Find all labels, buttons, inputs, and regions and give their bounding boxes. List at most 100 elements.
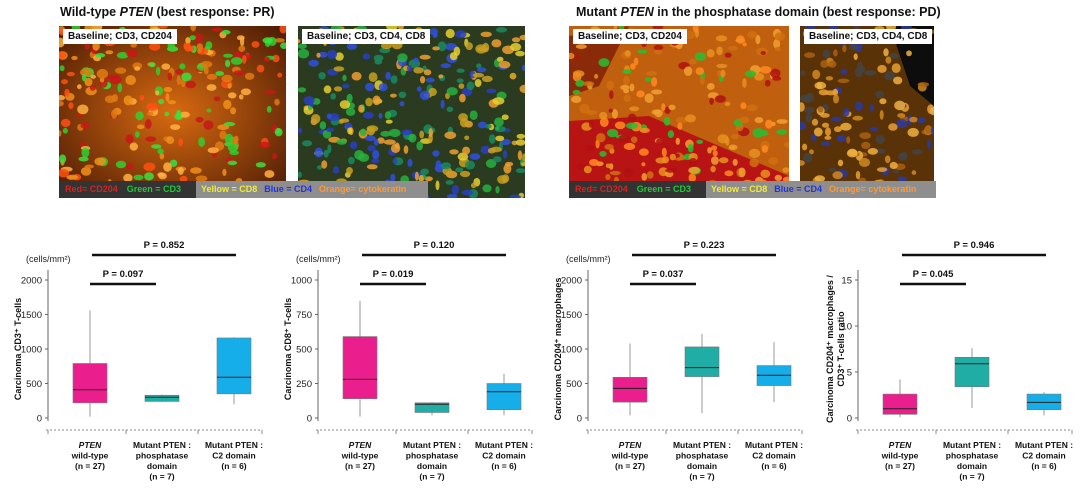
y-axis-label-line2: CD3⁺ T-cells ratio — [836, 311, 846, 387]
cell-dot — [888, 53, 899, 59]
cell-dot — [158, 26, 168, 29]
y-tick-label: 250 — [296, 379, 312, 390]
cell-dot — [362, 53, 371, 60]
cell-dot — [867, 148, 878, 155]
cell-dot — [746, 104, 758, 112]
legend-blue: Blue = CD4 — [264, 184, 313, 194]
cell-dot — [259, 141, 271, 148]
cell-dot — [623, 75, 630, 86]
cell-dot — [714, 95, 726, 103]
cell-dot — [582, 81, 595, 87]
cell-dot — [423, 69, 432, 76]
cell-dot — [323, 85, 332, 94]
cell-dot — [629, 106, 640, 112]
cell-dot — [495, 27, 508, 33]
category-label: (n = 6) — [761, 461, 786, 471]
units-label: (cells/mm²) — [26, 254, 71, 264]
cell-dot — [596, 133, 606, 143]
cell-dot — [445, 180, 454, 185]
cell-dot — [80, 142, 86, 147]
cell-dot — [373, 54, 384, 62]
cell-dot — [916, 117, 927, 124]
cell-dot — [335, 52, 344, 61]
cell-dot — [346, 167, 353, 175]
category-label: Mutant PTEN : — [1015, 440, 1073, 450]
legend-green: Green = CD3 — [126, 184, 182, 194]
cell-dot — [470, 182, 477, 189]
cell-dot — [688, 157, 698, 167]
y-tick-label: 500 — [296, 345, 312, 356]
y-tick-label: 0 — [307, 414, 312, 425]
category-label: phosphatase — [946, 451, 999, 461]
cell-dot — [227, 160, 238, 166]
cell-dot — [456, 78, 464, 83]
cell-dot — [481, 75, 493, 83]
cell-dot — [59, 100, 64, 107]
y-tick-label: 10 — [841, 322, 852, 333]
cell-dot — [485, 159, 497, 168]
box-0 — [612, 376, 648, 403]
cell-dot — [765, 119, 773, 129]
cell-dot — [377, 137, 385, 144]
cell-dot — [298, 48, 310, 59]
cell-dot — [347, 127, 353, 135]
cell-dot — [614, 121, 626, 130]
micrograph-mut-cd3-cd204-image — [569, 26, 789, 198]
cell-dot — [651, 109, 661, 115]
cell-dot — [438, 74, 444, 79]
category-label: phosphatase — [406, 451, 459, 461]
cell-dot — [477, 67, 487, 73]
cell-dot — [255, 162, 266, 168]
cell-dot — [876, 167, 888, 173]
cell-dot — [623, 94, 631, 102]
cell-dot — [824, 135, 832, 140]
cell-dot — [221, 29, 231, 35]
cell-dot — [167, 72, 173, 81]
cell-dot — [594, 74, 599, 79]
p-value-label: P = 0.120 — [414, 240, 455, 251]
cell-dot — [321, 160, 328, 169]
category-label: PTEN — [619, 440, 643, 450]
cell-dot — [715, 35, 728, 42]
cell-dot — [298, 39, 301, 44]
cell-dot — [611, 109, 618, 119]
cell-dot — [663, 117, 671, 126]
cell-dot — [833, 49, 838, 57]
box-1 — [684, 346, 720, 377]
cell-dot — [392, 157, 398, 165]
cell-dot — [66, 71, 75, 77]
cell-dot — [126, 49, 138, 58]
cell-dot — [492, 97, 505, 105]
cell-dot — [445, 42, 457, 51]
cell-dot — [317, 165, 323, 170]
category-label: domain — [147, 461, 177, 471]
cell-dot — [349, 141, 358, 150]
cell-dot — [510, 43, 522, 51]
cell-dot — [419, 54, 431, 60]
category-label: phosphatase — [676, 451, 729, 461]
cell-dot — [898, 152, 908, 161]
cell-dot — [366, 164, 378, 170]
cell-dot — [509, 194, 521, 198]
cell-dot — [641, 162, 646, 167]
cell-dot — [80, 68, 92, 77]
cell-dot — [488, 134, 496, 144]
cell-dot — [346, 43, 357, 50]
cell-dot — [464, 135, 470, 141]
cell-dot — [569, 52, 575, 60]
cell-dot — [233, 70, 245, 76]
cell-dot — [358, 104, 365, 113]
cell-dot — [428, 87, 437, 97]
cell-dot — [165, 93, 170, 102]
category-label: (n = 6) — [491, 461, 516, 471]
cell-dot — [730, 133, 739, 140]
cell-dot — [318, 51, 328, 58]
cell-dot — [277, 72, 283, 78]
category-label: domain — [687, 461, 717, 471]
y-axis-label: Carcinoma CD204⁺ macrophages / — [825, 275, 835, 423]
cell-dot — [280, 42, 286, 49]
cell-dot — [774, 32, 786, 41]
micrograph-mut-cd3-cd4-cd8: Baseline; CD3, CD4, CD8 — [800, 26, 934, 198]
cell-dot — [837, 159, 844, 167]
cell-dot — [403, 145, 409, 154]
